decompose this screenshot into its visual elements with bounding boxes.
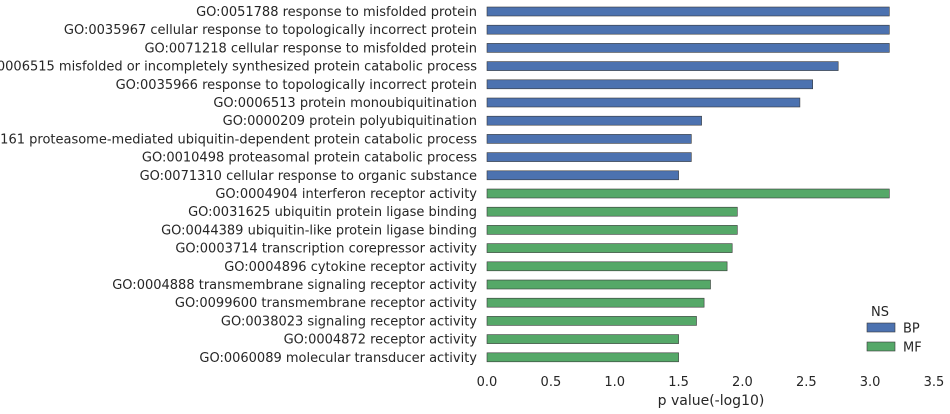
bar-bp [486, 97, 801, 108]
category-label: GO:0031625 ubiquitin protein ligase bind… [188, 205, 477, 220]
category-label: GO:0071218 cellular response to misfolde… [144, 41, 477, 56]
category-label: GO:0006515 misfolded or incompletely syn… [0, 60, 477, 75]
category-label: GO:0004896 cytokine receptor activity [224, 260, 477, 275]
x-tick-label: 0.5 [541, 375, 562, 390]
legend-title: NS [871, 305, 889, 320]
bar-mf [486, 188, 890, 199]
bar-bp [486, 6, 890, 17]
category-label: GO:0006513 protein monoubiquitination [213, 96, 477, 111]
x-axis-ticks: 0.0 0.5 1.0 1.5 2.0 2.5 3.0 3.5 [477, 375, 945, 390]
category-label: GO:0071310 cellular response to organic … [140, 169, 477, 184]
category-label: GO:0035966 response to topologically inc… [116, 78, 477, 93]
category-label: GO:0003714 transcription corepressor act… [175, 242, 477, 257]
bar-mf [486, 316, 697, 326]
bar-bp [486, 61, 839, 71]
bar-bp [486, 43, 890, 53]
x-tick-label: 2.5 [796, 375, 817, 390]
category-label: GO:0004904 interferon receptor activity [215, 187, 477, 202]
category-label: GO:0051788 response to misfolded protein [196, 5, 477, 20]
category-label: GO:0038023 signaling receptor activity [221, 314, 477, 329]
x-axis-title: p value(-log10) [658, 393, 765, 409]
x-tick-label: 1.5 [668, 375, 689, 390]
bar-bp [486, 134, 692, 144]
bar-mf [486, 279, 711, 290]
category-label: GO:0035967 cellular response to topologi… [64, 23, 477, 38]
x-tick-label: 0.0 [477, 375, 498, 390]
x-tick-label: 3.5 [924, 375, 945, 390]
bar-mf [486, 206, 738, 217]
category-label: GO:0043161 proteasome-mediated ubiquitin… [0, 132, 477, 147]
legend: NS BP MF [866, 305, 922, 356]
category-label: GO:0044389 ubiquitin-like protein ligase… [161, 223, 477, 238]
bar-mf [486, 243, 733, 253]
bar-bp [486, 152, 692, 162]
x-tick-label: 1.0 [604, 375, 625, 390]
legend-label-bp: BP [903, 322, 920, 337]
category-labels: GO:0051788 response to misfolded protein… [0, 5, 477, 366]
category-label: GO:0004888 transmembrane signaling recep… [112, 278, 477, 293]
legend-swatch-mf [866, 341, 896, 352]
x-tick-label: 2.0 [732, 375, 753, 390]
bars-layer [486, 6, 890, 363]
bar-bp [486, 115, 702, 126]
category-label: GO:0099600 transmembrane receptor activi… [175, 296, 477, 311]
bar-mf [486, 334, 679, 344]
category-label: GO:0000209 protein polyubiquitination [223, 114, 477, 129]
bar-bp [486, 24, 890, 35]
bar-mf [486, 352, 679, 363]
category-label: GO:0010498 proteasomal protein catabolic… [142, 151, 477, 166]
bar-bp [486, 79, 814, 90]
category-label: GO:0004872 receptor activity [284, 333, 478, 348]
bar-mf [486, 225, 738, 235]
legend-swatch-bp [866, 322, 896, 333]
bar-mf [486, 261, 728, 272]
legend-label-mf: MF [903, 341, 922, 356]
category-label: GO:0060089 molecular transducer activity [199, 351, 477, 366]
x-tick-label: 3.0 [860, 375, 881, 390]
bar-bp [486, 170, 679, 181]
bar-mf [486, 297, 705, 308]
